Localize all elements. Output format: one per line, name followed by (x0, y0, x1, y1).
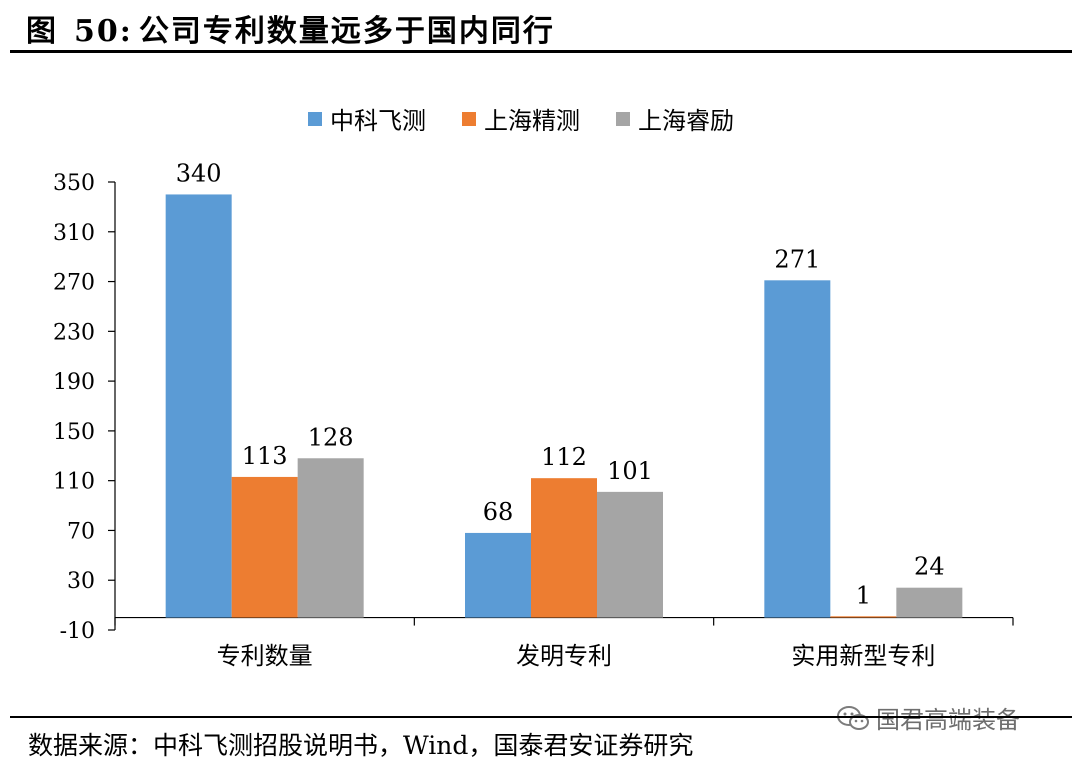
source-note: 数据来源：中科飞测招股说明书，Wind，国泰君安证券研究 (28, 726, 693, 762)
bar (531, 478, 597, 618)
y-tick-label: 350 (53, 171, 95, 196)
bar-chart: 350 310 270 230 190 150 110 70 30 -10 340 113 128 专利数… (53, 107, 1014, 670)
source-text: 中科飞测招股说明书， (153, 731, 404, 760)
data-label: 113 (242, 442, 288, 470)
category-label: 实用新型专利 (791, 642, 935, 670)
y-tick-label: 150 (53, 420, 95, 445)
y-tick-label: -10 (60, 619, 95, 644)
source-wind: Wind (403, 731, 469, 760)
legend-swatch (308, 112, 322, 126)
legend-label: 上海睿励 (638, 107, 734, 135)
y-tick-label: 110 (53, 470, 95, 495)
bar (830, 616, 897, 618)
bar (165, 194, 232, 618)
wechat-icon (837, 705, 869, 730)
legend-label: 上海精测 (484, 107, 580, 135)
y-tick-label: 30 (67, 569, 95, 594)
figure-number: 50: (74, 14, 133, 49)
data-label: 112 (541, 443, 587, 471)
source-rule (10, 716, 1072, 718)
figure-label: 图 (26, 14, 58, 49)
bar (297, 458, 364, 618)
y-tick-label: 310 (53, 221, 95, 246)
category-label: 发明专利 (516, 642, 612, 670)
data-label: 1 (856, 581, 871, 609)
figure-title-text: 公司专利数量远多于国内同行 (138, 14, 555, 49)
source-text-2: ，国泰君安证券研究 (468, 731, 694, 760)
y-tick-label: 230 (53, 320, 95, 345)
data-label: 24 (914, 553, 945, 581)
source-label: 数据来源： (28, 731, 154, 760)
y-tick-label: 270 (53, 271, 95, 296)
category-label: 专利数量 (217, 642, 313, 670)
bar (465, 532, 531, 618)
bar (597, 491, 663, 618)
y-tick-label: 70 (67, 519, 95, 544)
data-label: 271 (774, 245, 820, 273)
bar (896, 587, 963, 618)
title-rule (10, 50, 1072, 53)
legend-label: 中科飞测 (330, 107, 426, 135)
legend-swatch (616, 112, 630, 126)
data-label: 340 (176, 159, 222, 187)
y-tick-label: 190 (53, 370, 95, 395)
bar (764, 280, 831, 618)
legend-swatch (462, 112, 476, 126)
watermark-text: 国君高端装备 (876, 706, 1020, 734)
figure-title: 图 50: 公司专利数量远多于国内同行 (26, 6, 555, 50)
data-label: 68 (483, 498, 514, 526)
watermark: 国君高端装备 (836, 700, 1020, 735)
bar (231, 476, 298, 618)
data-label: 128 (308, 423, 354, 451)
data-label: 101 (607, 457, 653, 485)
